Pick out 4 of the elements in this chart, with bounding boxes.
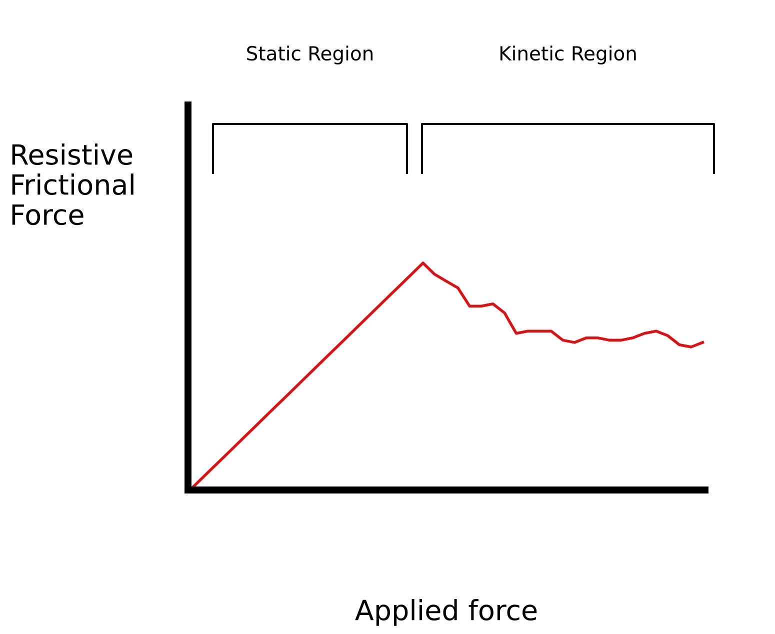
text: Kinetic Region [500,46,636,64]
y-axis-title: Resistive Frictional Force [12,144,134,226]
text: Static Region [247,46,373,64]
x-axis-title: Applied force [355,599,537,626]
